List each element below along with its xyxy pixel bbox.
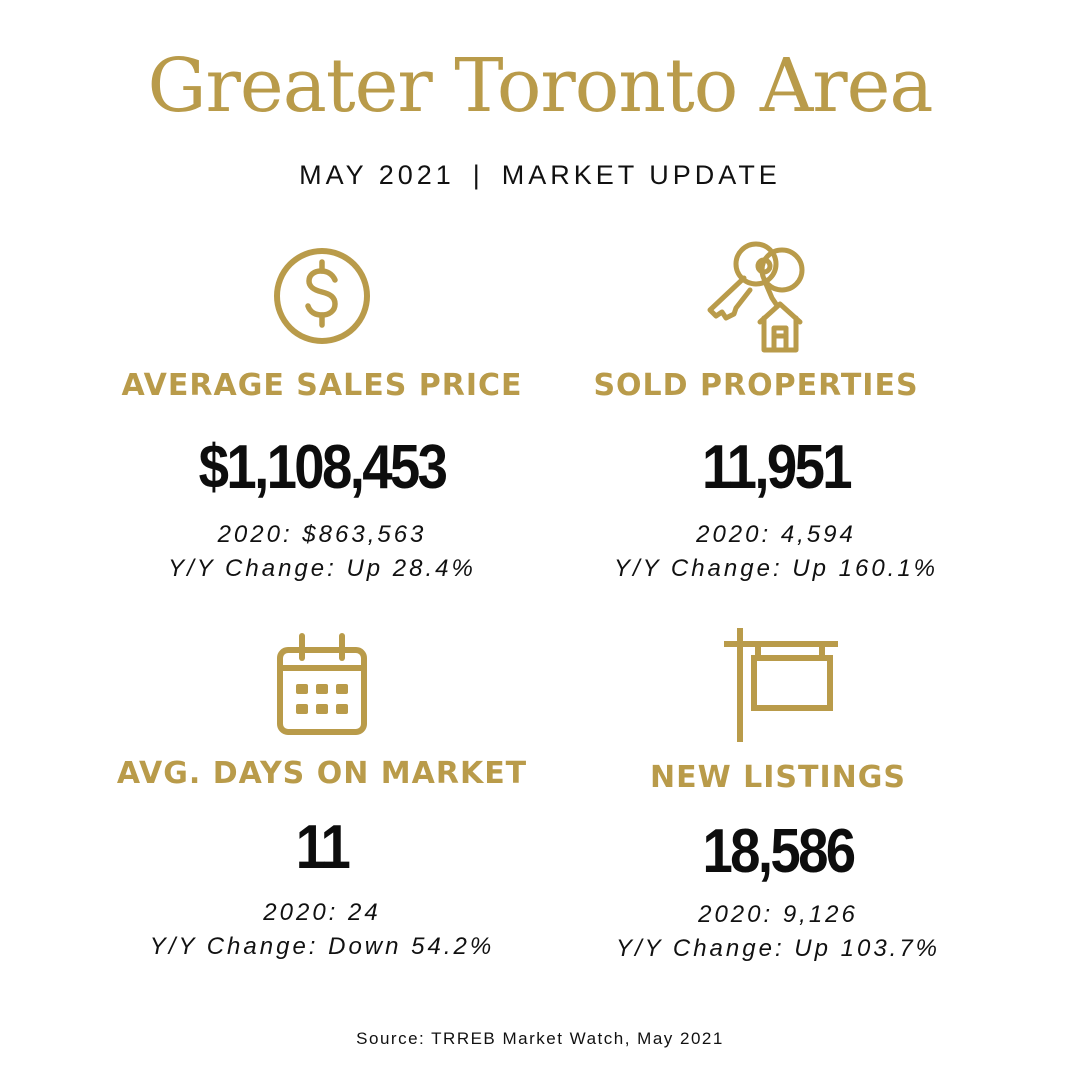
stat-yoy-change: Y/Y Change: Up 103.7% [615, 935, 941, 962]
stat-value: 11,951 [701, 433, 853, 502]
stat-prior-year: 2020: 24 [263, 899, 381, 926]
report-date: MAY 2021 [299, 160, 455, 190]
stat-yoy-change: Y/Y Change: Up 160.1% [613, 555, 939, 582]
dollar-circle-icon [274, 248, 370, 344]
keys-house-icon [707, 241, 805, 353]
stat-label: AVERAGE SALES PRICE [121, 368, 523, 403]
page-subtitle: MAY 2021 | MARKET UPDATE [0, 160, 1080, 191]
stat-prior-year: 2020: 4,594 [696, 521, 856, 548]
stat-prior-year: 2020: $863,563 [217, 521, 427, 548]
stat-yoy-change: Y/Y Change: Down 54.2% [149, 933, 495, 960]
source-footnote: Source: TRREB Market Watch, May 2021 [356, 1029, 724, 1048]
stat-yoy-change: Y/Y Change: Up 28.4% [168, 555, 476, 582]
hanging-sign-icon [724, 628, 838, 742]
subtitle-separator: | [472, 160, 484, 190]
stat-value: $1,108,453 [198, 433, 448, 502]
stat-value: 18,586 [702, 817, 856, 886]
stat-prior-year: 2020: 9,126 [698, 901, 858, 928]
stat-label: NEW LISTINGS [650, 760, 906, 795]
stat-label: SOLD PROPERTIES [593, 368, 919, 403]
page-title: Greater Toronto Area [147, 43, 933, 129]
calendar-icon [277, 633, 367, 735]
stat-value: 11 [295, 813, 351, 882]
stat-label: AVG. DAYS ON MARKET [116, 756, 528, 791]
report-type: MARKET UPDATE [501, 160, 781, 190]
